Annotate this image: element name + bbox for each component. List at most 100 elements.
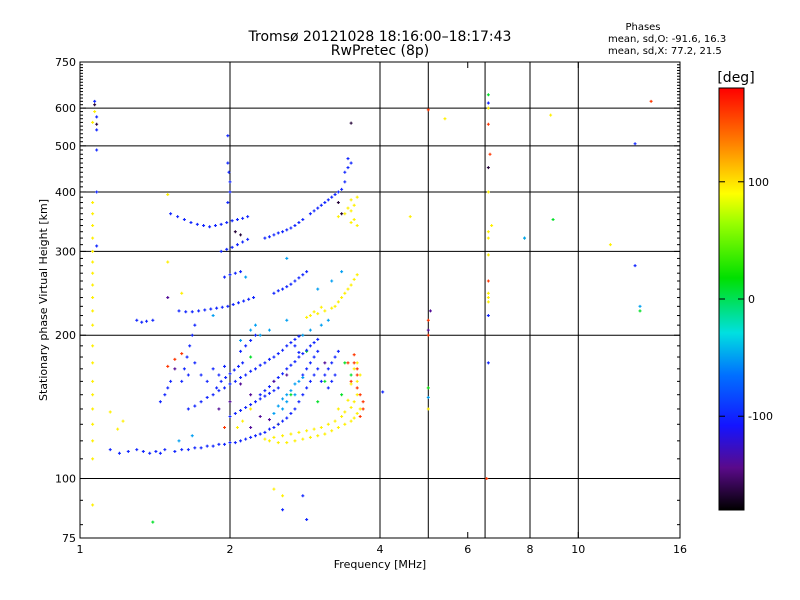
data-point xyxy=(276,422,280,426)
data-point xyxy=(226,161,230,165)
data-point xyxy=(163,393,167,397)
data-point xyxy=(186,448,190,452)
data-point xyxy=(91,422,95,426)
data-point xyxy=(281,508,285,512)
data-point xyxy=(323,373,327,377)
data-point xyxy=(281,372,285,376)
data-point xyxy=(281,494,285,498)
data-point xyxy=(281,287,285,291)
data-point xyxy=(426,395,430,399)
data-point xyxy=(193,323,197,327)
data-point xyxy=(228,190,232,194)
data-point xyxy=(199,400,203,404)
data-point xyxy=(199,446,203,450)
data-point xyxy=(297,379,301,383)
data-point xyxy=(355,195,359,199)
data-point xyxy=(346,206,350,210)
colorbar-unit-label: [deg] xyxy=(717,70,754,86)
data-point xyxy=(316,312,320,316)
data-point xyxy=(426,318,430,322)
data-point xyxy=(182,367,186,371)
phase-info-x: mean, sd,X: 77.2, 21.5 xyxy=(608,46,722,57)
data-point xyxy=(323,432,327,436)
x-tick-label: 6 xyxy=(464,543,471,556)
data-point xyxy=(301,333,305,337)
data-point xyxy=(301,494,305,498)
data-point xyxy=(319,203,323,207)
data-point xyxy=(343,212,347,216)
data-point xyxy=(163,448,167,452)
data-point xyxy=(244,275,248,279)
data-point xyxy=(549,113,553,117)
data-point xyxy=(346,361,350,365)
data-point xyxy=(202,224,206,228)
data-point xyxy=(336,215,340,219)
data-point xyxy=(308,379,312,383)
data-point xyxy=(486,93,490,97)
data-point xyxy=(276,352,280,356)
data-point xyxy=(244,373,248,377)
data-point xyxy=(305,429,309,433)
data-point xyxy=(267,418,271,422)
data-point xyxy=(272,379,276,383)
data-point xyxy=(638,304,642,308)
data-point xyxy=(285,285,289,289)
data-point xyxy=(301,393,305,397)
data-point xyxy=(486,300,490,304)
data-point xyxy=(319,323,323,327)
data-point xyxy=(91,283,95,287)
data-point xyxy=(308,435,312,439)
data-point xyxy=(91,249,95,253)
data-point xyxy=(121,419,125,423)
data-point xyxy=(361,407,365,411)
data-point xyxy=(323,379,327,383)
data-point xyxy=(267,357,271,361)
data-point xyxy=(224,376,228,380)
data-point xyxy=(91,201,95,205)
data-point xyxy=(135,448,139,452)
data-point xyxy=(233,271,237,275)
data-point xyxy=(312,310,316,314)
data-point xyxy=(228,414,232,418)
data-point xyxy=(355,361,359,365)
data-point xyxy=(297,221,301,225)
data-point xyxy=(285,416,289,420)
data-point xyxy=(91,361,95,365)
data-point xyxy=(426,407,430,411)
x-axis-ticks: 1 2 4 6 8 10 16 xyxy=(77,62,687,556)
data-point xyxy=(272,411,276,415)
data-point xyxy=(263,361,267,365)
data-point xyxy=(91,260,95,264)
data-point xyxy=(267,427,271,431)
data-point xyxy=(490,224,494,228)
data-point xyxy=(355,373,359,377)
data-point xyxy=(293,407,297,411)
colorbar-tick-label: 100 xyxy=(748,176,769,189)
x-tick-label: 8 xyxy=(527,543,534,556)
data-point xyxy=(232,368,236,372)
data-point xyxy=(242,299,246,303)
data-point xyxy=(228,180,232,184)
y-tick-label: 500 xyxy=(55,140,76,153)
data-point xyxy=(486,314,490,318)
y-tick-label: 200 xyxy=(55,329,76,342)
data-point xyxy=(281,230,285,234)
x-tick-label: 4 xyxy=(377,543,384,556)
data-point xyxy=(276,404,280,408)
data-point xyxy=(308,314,312,318)
data-point xyxy=(263,389,267,393)
data-point xyxy=(281,397,285,401)
data-point xyxy=(173,449,177,453)
data-point xyxy=(289,282,293,286)
data-point xyxy=(285,318,289,322)
data-point xyxy=(140,320,144,324)
data-point xyxy=(209,307,213,311)
data-point xyxy=(217,373,221,377)
data-point xyxy=(358,393,362,397)
data-point xyxy=(297,430,301,434)
data-point xyxy=(253,434,257,438)
data-point xyxy=(219,379,223,383)
data-point xyxy=(186,407,190,411)
data-point xyxy=(316,367,320,371)
data-point xyxy=(253,323,257,327)
